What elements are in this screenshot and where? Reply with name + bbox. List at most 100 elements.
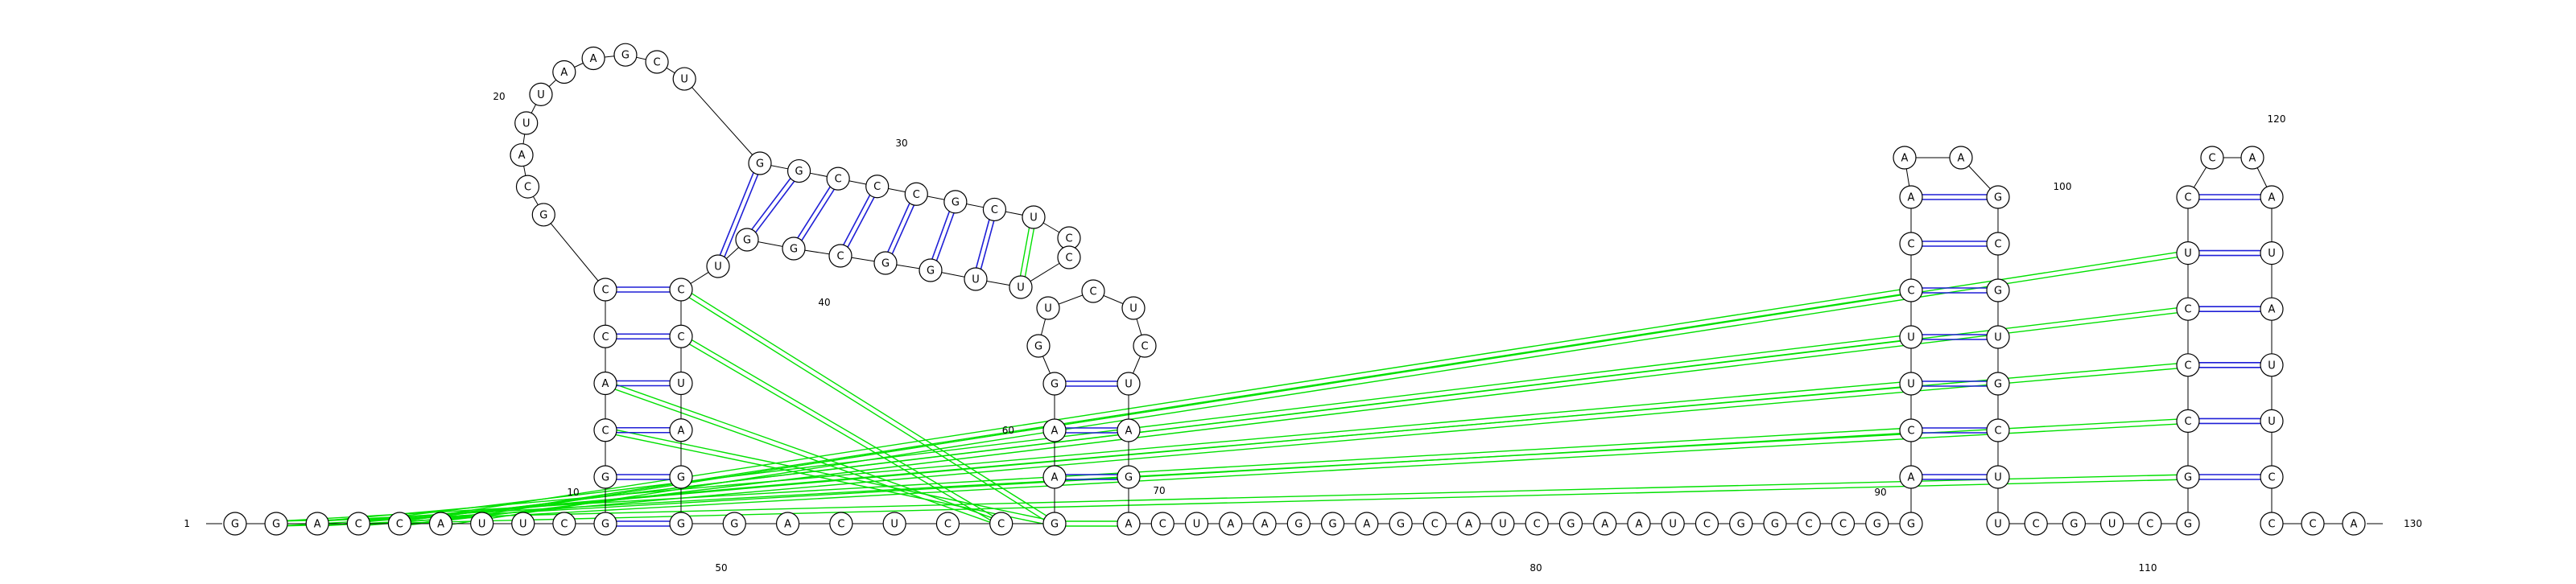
nucleotide: G xyxy=(2176,465,2200,489)
nucleotide: G xyxy=(1117,465,1141,489)
position-label: 1 xyxy=(184,518,190,529)
nucleotide-letter: C xyxy=(1534,519,1541,531)
nucleotide-circle xyxy=(2062,512,2086,536)
nucleotide-letter: C xyxy=(1141,341,1148,353)
nucleotide: G xyxy=(264,512,288,536)
nucleotide-circle xyxy=(1389,512,1413,536)
nucleotide-circle xyxy=(2200,146,2224,170)
nucleotide-letter: C xyxy=(654,57,661,69)
nucleotide: A xyxy=(1593,512,1617,536)
nucleotide: U xyxy=(514,111,539,135)
nucleotide-letter: U xyxy=(522,118,530,130)
nucleotide-circle xyxy=(529,82,553,106)
tertiary-interactions xyxy=(275,216,2189,527)
nucleotide-circle xyxy=(1949,146,1973,170)
nucleotide-circle xyxy=(1320,512,1345,536)
nucleotide-letter: C xyxy=(2184,416,2191,428)
nucleotide-letter: A xyxy=(1908,472,1915,484)
nucleotide-circle xyxy=(735,228,759,252)
nucleotide-circle xyxy=(2176,241,2200,265)
nucleotide-circle xyxy=(2260,512,2284,536)
nucleotide-circle xyxy=(672,67,696,91)
nucleotide: C xyxy=(593,324,617,348)
nucleotide: U xyxy=(1661,512,1685,536)
nucleotide-letter: G xyxy=(795,166,803,178)
nucleotide-letter: G xyxy=(1907,519,1915,531)
nucleotide: G xyxy=(1389,512,1413,536)
nucleotide-circle xyxy=(2176,185,2200,209)
nucleotide-circle xyxy=(722,512,746,536)
nucleotide: G xyxy=(782,236,806,261)
position-label: 50 xyxy=(715,562,727,574)
nucleotide: A xyxy=(1899,185,1923,209)
nucleotide-letter: A xyxy=(602,378,609,390)
nucleotide: A xyxy=(2342,512,2366,536)
nucleotide: U xyxy=(2260,241,2284,265)
base-pair-line xyxy=(882,192,915,263)
nucleotide: G xyxy=(1729,512,1753,536)
nucleotide-circle xyxy=(1986,465,2010,489)
nucleotide: C xyxy=(1986,418,2010,442)
nucleotide-letter: U xyxy=(1030,212,1038,224)
nucleotide: A xyxy=(1893,146,1917,170)
nucleotide: G xyxy=(1899,512,1923,536)
nucleotide: C xyxy=(829,512,853,536)
nucleotide: C xyxy=(1422,512,1447,536)
nucleotide-letter: U xyxy=(680,74,688,86)
nucleotide: U xyxy=(1899,372,1923,396)
nucleotide-circle xyxy=(904,182,928,206)
nucleotide-letter: G xyxy=(1051,519,1059,531)
nucleotide-circle xyxy=(1695,512,1719,536)
nucleotide-letter: G xyxy=(2070,519,2078,531)
nucleotide-letter: A xyxy=(1601,519,1608,531)
nucleotide: G xyxy=(943,190,968,214)
nucleotide: C xyxy=(1081,279,1105,303)
nucleotide: G xyxy=(1042,372,1067,396)
tertiary-interaction-line xyxy=(317,422,2189,527)
nucleotide-letter: U xyxy=(1994,519,2002,531)
nucleotide-letter: U xyxy=(1669,519,1677,531)
nucleotide-circle xyxy=(1491,512,1515,536)
nucleotide-letter: C xyxy=(601,285,609,297)
nucleotide: A xyxy=(1355,512,1379,536)
nucleotide: A xyxy=(2260,297,2284,321)
nucleotide-letter: G xyxy=(677,472,685,484)
tertiary-interaction-line xyxy=(679,338,1001,527)
nucleotide: C xyxy=(989,512,1013,536)
nucleotide-circle xyxy=(581,46,605,71)
nucleotide-letter: G xyxy=(1125,472,1133,484)
nucleotide-circle xyxy=(2176,409,2200,434)
nucleotide-circle xyxy=(552,60,576,84)
nucleotide-circle xyxy=(669,324,693,348)
nucleotide: C xyxy=(2260,465,2284,489)
nucleotide-circle xyxy=(1729,512,1753,536)
nucleotide-letter: A xyxy=(1051,472,1059,484)
nucleotide-letter: U xyxy=(1125,379,1133,391)
nucleotide-circle xyxy=(2260,241,2284,265)
nucleotide-letter: A xyxy=(314,519,321,531)
nucleotide-letter: U xyxy=(537,89,545,101)
nucleotide-letter: A xyxy=(1125,426,1133,438)
nucleotide-circle xyxy=(1899,325,1923,349)
nucleotide-letter: U xyxy=(478,519,486,531)
nucleotide-letter: C xyxy=(560,519,568,531)
nucleotide-circle xyxy=(510,143,534,167)
position-label: 40 xyxy=(818,297,830,308)
nucleotide-letter: A xyxy=(1635,519,1642,531)
position-label: 120 xyxy=(2268,113,2286,125)
base-pair-line xyxy=(715,162,758,266)
nucleotide-letter: C xyxy=(677,331,684,343)
nucleotide-circle xyxy=(1893,146,1917,170)
nucleotide: U xyxy=(511,512,535,536)
nucleotide-letter: A xyxy=(2268,192,2276,204)
nucleotide-letter: C xyxy=(913,189,920,201)
nucleotide-letter: G xyxy=(756,158,764,171)
nucleotide-circle xyxy=(428,512,453,536)
nucleotide: G xyxy=(1558,512,1583,536)
nucleotide: U xyxy=(2176,241,2200,265)
nucleotide-letter: C xyxy=(2033,519,2040,531)
nucleotide-letter: G xyxy=(2184,472,2192,484)
nucleotide-letter: G xyxy=(677,519,685,531)
nucleotide-circle xyxy=(1797,512,1821,536)
nucleotide-circle xyxy=(2024,512,2048,536)
